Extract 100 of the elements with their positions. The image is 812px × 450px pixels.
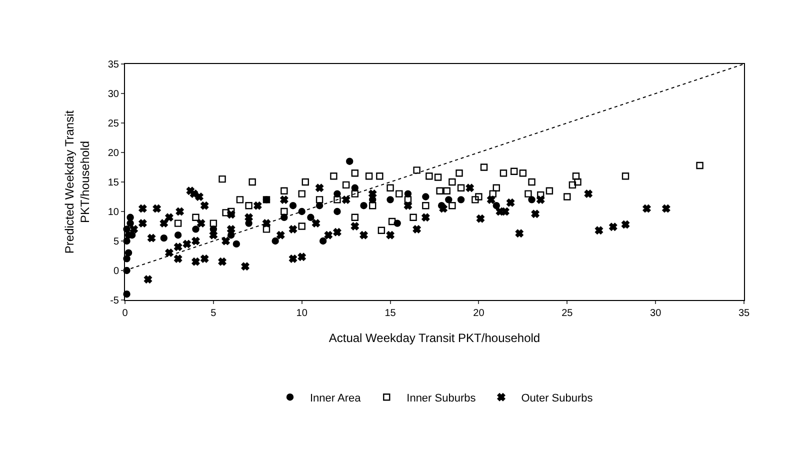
point xyxy=(174,220,182,227)
x-axis-title: Actual Weekday Transit PKT/household xyxy=(328,330,540,345)
point xyxy=(475,193,482,200)
point xyxy=(334,196,341,204)
point xyxy=(307,214,314,221)
point xyxy=(443,187,450,194)
point xyxy=(436,187,444,194)
y-tick-label: 15 xyxy=(108,178,120,188)
point xyxy=(192,226,200,233)
point xyxy=(280,208,288,216)
point xyxy=(369,202,376,210)
y-tick-label: 0 xyxy=(113,266,120,277)
point xyxy=(457,184,465,192)
point xyxy=(351,190,359,198)
x-tick-label: 25 xyxy=(562,308,574,319)
point xyxy=(574,178,582,186)
point xyxy=(124,249,132,256)
point xyxy=(410,214,417,221)
point xyxy=(334,208,341,216)
point xyxy=(360,202,368,210)
point xyxy=(492,202,500,210)
point xyxy=(434,174,442,181)
point xyxy=(528,178,536,186)
point xyxy=(160,234,168,242)
point xyxy=(174,232,182,239)
point xyxy=(472,196,479,204)
point xyxy=(519,170,527,177)
point xyxy=(248,178,256,186)
point xyxy=(456,170,463,177)
point xyxy=(386,184,394,192)
point xyxy=(572,172,580,180)
point xyxy=(342,181,350,189)
point xyxy=(192,214,200,221)
point xyxy=(622,172,630,180)
legend-label: Outer Suburbs xyxy=(521,392,594,404)
legend-label: Inner Area xyxy=(310,392,362,404)
x-tick-label: 5 xyxy=(210,308,217,319)
point xyxy=(351,214,359,221)
point xyxy=(365,172,373,180)
point xyxy=(351,170,359,177)
point xyxy=(298,208,306,216)
point xyxy=(422,202,430,210)
point xyxy=(126,214,134,221)
point xyxy=(388,218,396,226)
point xyxy=(228,208,235,216)
point xyxy=(448,178,456,186)
y-tick-label: 5 xyxy=(113,236,120,248)
point xyxy=(510,168,518,175)
point xyxy=(330,172,338,180)
legend-label: Inner Suburbs xyxy=(406,392,476,404)
point xyxy=(232,240,240,248)
point xyxy=(319,237,327,245)
y-axis-title: Predicted Weekday Transit PKT/household xyxy=(62,110,92,254)
point xyxy=(222,209,230,216)
y-tick-label: 20 xyxy=(108,148,120,159)
point xyxy=(210,220,218,227)
y-tick-label: 10 xyxy=(108,207,120,218)
point xyxy=(480,164,488,171)
point xyxy=(492,184,500,192)
point xyxy=(376,172,384,180)
point xyxy=(564,193,571,200)
point xyxy=(289,202,297,210)
point xyxy=(546,187,554,194)
point xyxy=(568,181,576,189)
point xyxy=(346,158,354,165)
point xyxy=(489,190,496,198)
x-tick-label: 20 xyxy=(473,308,485,319)
y-tick-label: 25 xyxy=(108,118,120,130)
point xyxy=(262,226,270,233)
point xyxy=(426,172,433,180)
point xyxy=(404,196,412,204)
point xyxy=(272,237,279,245)
x-tick-label: 35 xyxy=(738,308,750,319)
point xyxy=(280,187,288,194)
point xyxy=(696,162,704,170)
x-tick-label: 15 xyxy=(384,308,396,319)
y-tick-label: 35 xyxy=(108,60,120,70)
point xyxy=(302,178,309,186)
point xyxy=(396,190,403,198)
point xyxy=(218,175,226,183)
point xyxy=(413,166,420,174)
point xyxy=(236,196,244,204)
x-tick-label: 0 xyxy=(122,308,128,319)
point xyxy=(500,170,508,177)
point xyxy=(422,193,430,200)
point xyxy=(245,202,252,210)
point xyxy=(316,196,324,204)
point xyxy=(378,226,386,234)
x-tick-label: 30 xyxy=(650,308,662,319)
point xyxy=(524,190,532,198)
point xyxy=(445,196,452,204)
point xyxy=(448,202,456,210)
point xyxy=(457,196,465,204)
x-tick-label: 10 xyxy=(296,308,308,319)
point xyxy=(528,196,536,204)
y-tick-label: -5 xyxy=(110,296,120,306)
point xyxy=(298,190,306,198)
point xyxy=(298,222,306,230)
y-tick-label: 30 xyxy=(108,89,120,100)
point xyxy=(386,196,394,204)
